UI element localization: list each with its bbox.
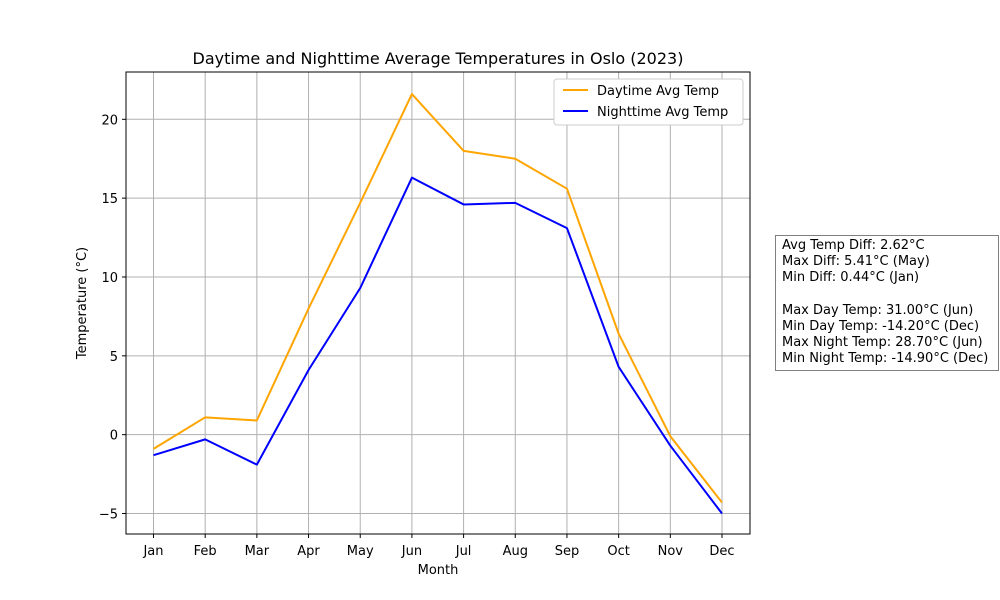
- chart-title: Daytime and Nighttime Average Temperatur…: [193, 49, 684, 68]
- series-layer: [152, 93, 723, 515]
- y-tick-label: −5: [99, 508, 118, 523]
- stats-min-night-temp: Min Night Temp: -14.90°C (Dec): [782, 351, 989, 367]
- x-tick-label: Sep: [555, 544, 580, 559]
- y-tick-label: 0: [110, 429, 118, 444]
- legend: Daytime Avg Temp Nighttime Avg Temp: [553, 78, 744, 126]
- y-tick-label: 5: [110, 350, 118, 365]
- y-tick-label: 10: [101, 271, 118, 286]
- x-tick-label: Feb: [194, 544, 217, 559]
- x-tick-label: Jul: [455, 544, 472, 559]
- x-axis-title: Month: [418, 563, 459, 578]
- plot-frame: [125, 71, 751, 535]
- daytime-series-line: [152, 93, 723, 504]
- stats-max-diff: Max Diff: 5.41°C (May): [782, 254, 930, 270]
- legend-label-nighttime: Nighttime Avg Temp: [597, 105, 728, 120]
- stats-avg-diff: Avg Temp Diff: 2.62°C: [782, 238, 925, 253]
- y-tick-label: 15: [101, 192, 118, 207]
- x-tick-label: Jan: [142, 544, 163, 559]
- y-axis: −5 0 5 10 15 20: [99, 113, 126, 523]
- x-tick-label: Oct: [607, 544, 629, 559]
- nighttime-series-line: [153, 176, 723, 515]
- stats-spacer: [782, 287, 998, 303]
- y-axis-title: Temperature (°C): [75, 247, 90, 360]
- x-tick-label: Apr: [297, 544, 320, 559]
- legend-label-daytime: Daytime Avg Temp: [597, 84, 719, 99]
- stats-max-day-temp: Max Day Temp: 31.00°C (Jun): [782, 302, 974, 318]
- y-tick-label: 20: [101, 113, 118, 128]
- stats-box: Avg Temp Diff: 2.62°C Max Diff: 5.41°C (…: [775, 235, 999, 371]
- x-tick-label: Nov: [658, 544, 684, 559]
- legend-box: [553, 78, 744, 126]
- x-tick-label: Jun: [401, 544, 422, 559]
- x-tick-label: Dec: [709, 544, 734, 559]
- x-tick-label: Mar: [245, 544, 270, 559]
- grid: [126, 72, 750, 534]
- x-axis: Jan Feb Mar Apr May Jun Jul Aug Sep Oct Nov Dec: [142, 534, 735, 559]
- stats-min-day-temp: Min Day Temp: -14.20°C (Dec): [782, 319, 980, 334]
- x-tick-label: May: [347, 544, 374, 559]
- stats-min-diff: Min Diff: 0.44°C (Jan): [782, 270, 920, 286]
- x-tick-label: Aug: [503, 544, 528, 559]
- stats-max-night-temp: Max Night Temp: 28.70°C (Jun): [782, 335, 983, 351]
